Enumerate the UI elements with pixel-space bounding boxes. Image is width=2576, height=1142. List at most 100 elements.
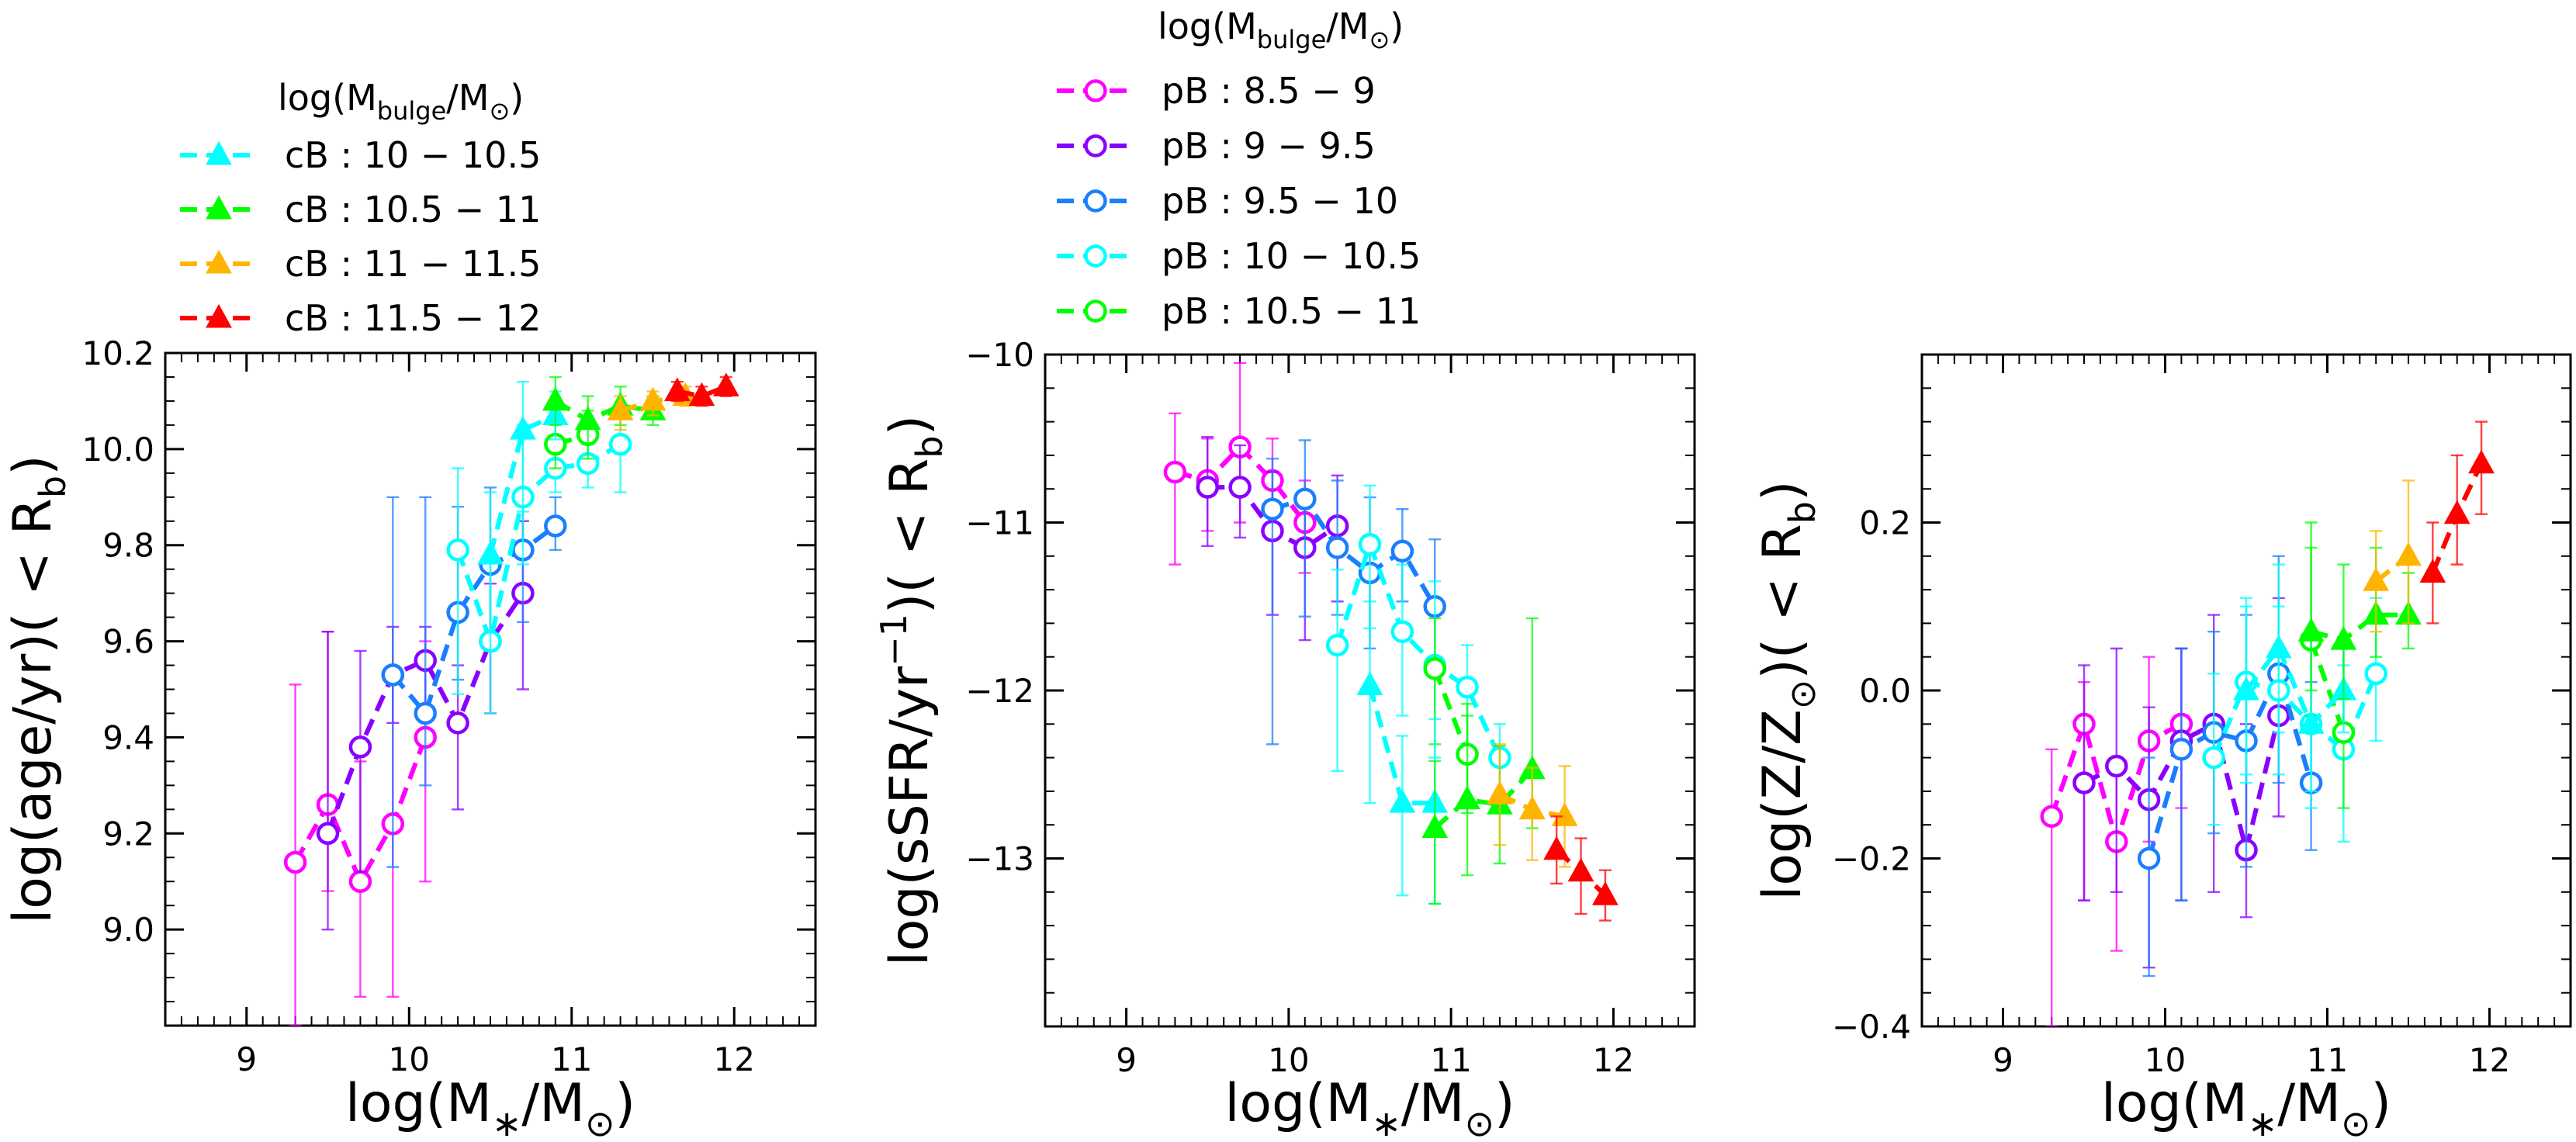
series-line bbox=[2244, 644, 2346, 728]
x-tick-label: 11 bbox=[551, 1040, 592, 1078]
legend-label: pB : 10 − 10.5 bbox=[1162, 235, 1421, 277]
data-point bbox=[1543, 836, 1570, 860]
y-tick-label: −13 bbox=[965, 840, 1034, 878]
data-point bbox=[1421, 814, 1449, 838]
y-tick-label: 9.6 bbox=[102, 623, 154, 661]
data-point bbox=[1325, 536, 1349, 559]
series-line bbox=[488, 413, 557, 555]
data-point bbox=[2363, 567, 2390, 591]
x-axis-label: log(M∗/M⊙) bbox=[1224, 1073, 1515, 1142]
y-tick-label: 0.2 bbox=[1859, 504, 1911, 542]
data-point bbox=[688, 382, 715, 407]
series-cb-11.5-12 bbox=[1543, 815, 1619, 922]
series-line bbox=[455, 442, 622, 650]
legend-label: pB : 8.5 − 9 bbox=[1162, 70, 1376, 112]
legend-label: cB : 10.5 − 11 bbox=[285, 189, 541, 230]
data-point bbox=[1228, 476, 1252, 499]
x-tick-label: 10 bbox=[2145, 1041, 2186, 1079]
y-axis: −13 −12 −11 −10 bbox=[965, 336, 1695, 1027]
data-point bbox=[1163, 460, 1187, 484]
legend-item-cb-11.5-12: cB : 11.5 − 12 bbox=[180, 297, 541, 339]
data-point bbox=[2202, 746, 2225, 770]
data-point bbox=[2468, 449, 2495, 474]
data-point bbox=[2297, 710, 2325, 734]
data-point bbox=[664, 377, 691, 402]
y-tick-label: −10 bbox=[965, 336, 1034, 374]
data-point bbox=[2443, 500, 2470, 524]
data-point bbox=[2330, 625, 2357, 650]
series-cb-10.5-11 bbox=[2297, 546, 2422, 701]
legend-marker bbox=[206, 195, 232, 220]
y-axis-label: log(Z/Z⊙)( < Rb) bbox=[1752, 480, 1823, 900]
data-point bbox=[348, 870, 372, 893]
data-point bbox=[607, 396, 634, 420]
legend-item-pb-9.5-10: pB : 9.5 − 10 bbox=[1057, 180, 1398, 222]
data-point bbox=[2072, 771, 2096, 794]
legend-marker bbox=[1084, 134, 1107, 157]
x-axis-label: log(M∗/M⊙) bbox=[345, 1073, 635, 1142]
x-tick-label: 9 bbox=[236, 1040, 257, 1078]
y-axis: −0.4 −0.2 0.0 0.2 bbox=[1832, 354, 2571, 1046]
plot-area bbox=[2040, 420, 2495, 1026]
data-point bbox=[574, 406, 601, 431]
y-tick-label: 9.2 bbox=[102, 815, 154, 853]
legend-cb-title: log(Mbulge/M⊙) bbox=[278, 77, 524, 126]
x-tick-label: 12 bbox=[714, 1040, 755, 1078]
y-axis-label: log(sSFR/yr−1)( < Rb) bbox=[873, 415, 950, 966]
data-point bbox=[2395, 542, 2422, 566]
data-point bbox=[1356, 671, 1383, 695]
y-tick-label: −0.4 bbox=[1832, 1008, 1911, 1046]
series-line bbox=[293, 736, 428, 887]
legend-label: pB : 9.5 − 10 bbox=[1162, 180, 1398, 222]
series-cb-11.5-12 bbox=[2419, 420, 2495, 625]
series-line bbox=[1335, 537, 1502, 759]
data-point bbox=[1456, 675, 1479, 699]
series-cb-11-11.5 bbox=[2363, 479, 2422, 633]
legend-marker bbox=[1084, 79, 1107, 102]
legend-pb-title: log(Mbulge/M⊙) bbox=[1158, 5, 1404, 54]
legend-item-cb-10.5-11: cB : 10.5 − 11 bbox=[180, 189, 541, 230]
x-axis-label: log(M∗/M⊙) bbox=[2101, 1073, 2391, 1142]
series-cb-11-11.5 bbox=[1487, 743, 1578, 868]
data-point bbox=[1389, 789, 1416, 813]
data-point bbox=[510, 416, 536, 440]
plot-area bbox=[1163, 362, 1619, 922]
legend-cb: log(Mbulge/M⊙) cB : 10 − 10.5 cB : 10.5 −… bbox=[180, 77, 541, 339]
series-pb-10-10.5 bbox=[2202, 597, 2387, 843]
data-point bbox=[414, 701, 437, 725]
legend-label: cB : 11.5 − 12 bbox=[285, 297, 541, 339]
series-line bbox=[2308, 639, 2346, 734]
y-axis-label: log(age/yr)( < Rb) bbox=[2, 455, 74, 923]
series-line bbox=[1432, 667, 1470, 756]
legend-label: pB : 9 − 9.5 bbox=[1162, 125, 1376, 167]
legend-item-pb-10-10.5: pB : 10 − 10.5 bbox=[1057, 235, 1421, 277]
y-axis: 9.0 9.2 9.4 9.6 9.8 10.0 10.2 bbox=[81, 334, 815, 1026]
data-point bbox=[1261, 497, 1284, 521]
legend-pb: log(Mbulge/M⊙) pB : 8.5 − 9 pB : 9 − 9.5 p… bbox=[1057, 5, 1421, 332]
legend-marker bbox=[206, 249, 232, 274]
data-point bbox=[1454, 785, 1481, 810]
data-point bbox=[2169, 738, 2193, 761]
data-point bbox=[446, 711, 469, 735]
series-line bbox=[2310, 612, 2408, 643]
data-point bbox=[316, 822, 340, 846]
x-axis: 9 10 11 12 bbox=[1921, 355, 2571, 1079]
data-point bbox=[2137, 846, 2161, 870]
legend-item-pb-9-9.5: pB : 9 − 9.5 bbox=[1057, 125, 1376, 167]
series-line bbox=[1433, 767, 1535, 830]
x-tick-label: 12 bbox=[1593, 1041, 1634, 1079]
legend-marker bbox=[1084, 244, 1107, 268]
x-axis: 9 10 11 12 bbox=[164, 353, 816, 1078]
x-axis: 9 10 11 12 bbox=[1044, 355, 1695, 1079]
y-tick-label: 9.0 bbox=[102, 911, 154, 949]
data-point bbox=[1325, 633, 1349, 657]
data-point bbox=[2105, 754, 2128, 778]
x-tick-label: 12 bbox=[2469, 1041, 2510, 1079]
data-point bbox=[1358, 532, 1382, 556]
data-point bbox=[608, 432, 632, 456]
data-point bbox=[2040, 805, 2063, 829]
x-tick-label: 11 bbox=[2307, 1041, 2348, 1079]
data-point bbox=[283, 850, 307, 874]
legend-item-cb-11-11.5: cB : 11 − 11.5 bbox=[180, 243, 541, 285]
y-tick-label: −12 bbox=[965, 672, 1034, 710]
